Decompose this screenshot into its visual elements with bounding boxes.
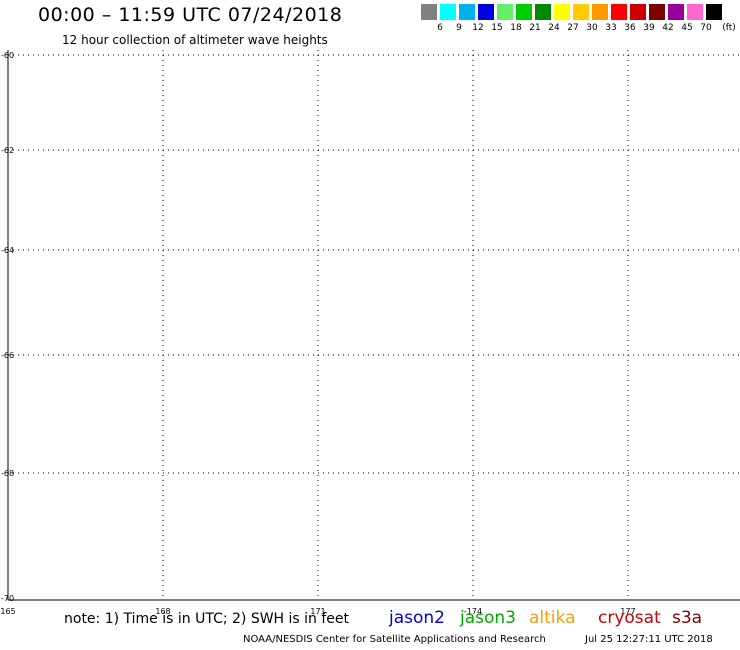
scale-label: 15	[491, 23, 503, 33]
scale-label: 18	[510, 23, 522, 33]
scale-label: 70	[700, 23, 712, 33]
scale-swatch	[611, 4, 627, 20]
y-tick-label: -62	[1, 146, 14, 155]
x-tick-label: -174	[464, 607, 482, 616]
scale-swatch	[630, 4, 646, 20]
scale-label: 6	[437, 23, 443, 33]
x-tick-label: 171	[310, 607, 325, 616]
scale-swatch	[440, 4, 456, 20]
scale-label: 33	[605, 23, 617, 33]
scale-swatch	[573, 4, 589, 20]
timestamp-text: Jul 25 12:27:11 UTC 2018	[585, 634, 713, 645]
scale-label: 42	[662, 23, 674, 33]
scale-swatch	[497, 4, 513, 20]
scale-swatch	[592, 4, 608, 20]
y-tick-label: -66	[1, 351, 14, 360]
scale-swatch	[554, 4, 570, 20]
scale-label: 27	[567, 23, 579, 33]
scale-label: 45	[681, 23, 693, 33]
x-tick-label: 177	[620, 607, 635, 616]
scale-label: 36	[624, 23, 636, 33]
chart-title: 00:00 – 11:59 UTC 07/24/2018	[38, 4, 343, 26]
scale-swatch	[516, 4, 532, 20]
legend-altika: altika	[529, 608, 576, 628]
legend-cryosat: cryosat	[598, 608, 661, 628]
legend-s3a: s3a	[672, 608, 703, 628]
scale-label: 24	[548, 23, 560, 33]
scale-swatch	[478, 4, 494, 20]
scale-label: 39	[643, 23, 655, 33]
scale-swatch	[649, 4, 665, 20]
scale-swatch	[706, 4, 722, 20]
y-tick-label: -70	[1, 594, 14, 603]
scale-label: 21	[529, 23, 541, 33]
y-tick-label: -68	[1, 469, 14, 478]
y-tick-label: -60	[1, 51, 14, 60]
x-tick-label: 168	[155, 607, 170, 616]
scale-label: 12	[472, 23, 484, 33]
legend-jason2: jason2	[389, 608, 445, 628]
scale-label: 30	[586, 23, 598, 33]
chart-subtitle: 12 hour collection of altimeter wave hei…	[62, 33, 328, 47]
scale-swatch	[687, 4, 703, 20]
x-tick-label: 165	[0, 607, 15, 616]
scale-unit: (ft)	[722, 23, 736, 33]
scale-label: 9	[456, 23, 462, 33]
scale-swatch	[459, 4, 475, 20]
scale-swatch	[535, 4, 551, 20]
footnote: note: 1) Time is in UTC; 2) SWH is in fe…	[64, 611, 350, 627]
scale-swatch	[668, 4, 684, 20]
credit-text: NOAA/NESDIS Center for Satellite Applica…	[243, 634, 546, 645]
scale-swatch	[421, 4, 437, 20]
y-tick-label: -64	[1, 246, 14, 255]
legend-jason3: jason3	[460, 608, 516, 628]
